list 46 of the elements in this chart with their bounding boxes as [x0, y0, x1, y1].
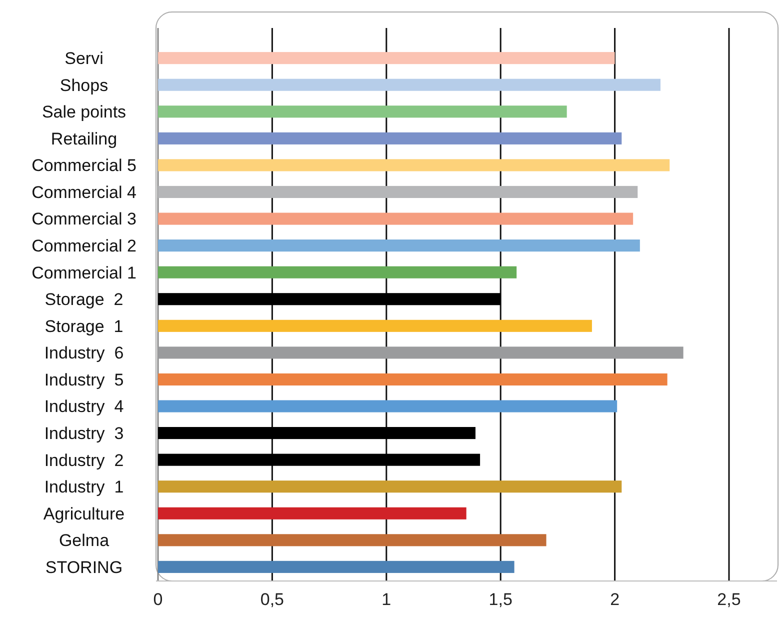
x-tick-label: 0 — [153, 590, 163, 609]
y-tick-label: Commercial 1 — [32, 263, 136, 282]
bar — [158, 480, 622, 493]
x-tick-label: 1 — [382, 590, 392, 609]
y-tick-label: Servi — [64, 49, 104, 68]
y-tick-label: Storage 2 — [44, 290, 124, 310]
bar — [158, 106, 567, 118]
y-tick-label: Commercial 3 — [32, 210, 136, 229]
bar — [158, 534, 546, 546]
y-tick-label: Agriculture — [43, 504, 125, 524]
y-tick-label: Commercial 5 — [32, 156, 136, 176]
x-tick-label: 1,5 — [488, 590, 512, 609]
bar — [158, 400, 618, 412]
bar — [158, 373, 668, 386]
x-tick-label: 2,5 — [717, 590, 741, 609]
y-tick-label: Commercial 2 — [32, 236, 136, 256]
bar — [158, 266, 517, 278]
y-tick-label: Industry 5 — [44, 370, 124, 390]
y-tick-label: Industry 4 — [44, 397, 124, 416]
x-tick-label: 2 — [610, 590, 620, 609]
bar — [158, 159, 670, 172]
bar — [158, 346, 684, 359]
x-tick-label: 0,5 — [260, 590, 284, 609]
bar — [158, 293, 501, 306]
bar — [158, 212, 634, 225]
y-tick-label: Storage 1 — [44, 316, 124, 336]
bar — [158, 78, 660, 91]
y-tick-label: Retailing — [50, 129, 118, 148]
bar — [158, 507, 466, 520]
bar — [158, 320, 592, 332]
bar — [158, 132, 622, 144]
bar — [158, 186, 638, 198]
y-tick-label: Industry 1 — [44, 478, 124, 497]
y-tick-label: Sale points — [42, 102, 126, 122]
y-tick-label: Industry 2 — [44, 450, 124, 470]
y-tick-label: Industry 6 — [44, 344, 124, 363]
bar — [158, 426, 476, 440]
bar — [158, 52, 615, 64]
y-tick-label: Shops — [60, 76, 108, 95]
bar — [158, 454, 480, 466]
y-tick-label: Industry 3 — [44, 424, 124, 443]
y-tick-label: STORING — [45, 558, 123, 577]
bar — [158, 240, 640, 252]
y-tick-label: Commercial 4 — [32, 182, 136, 202]
bar — [158, 560, 514, 573]
y-tick-label: Gelma — [58, 531, 110, 550]
